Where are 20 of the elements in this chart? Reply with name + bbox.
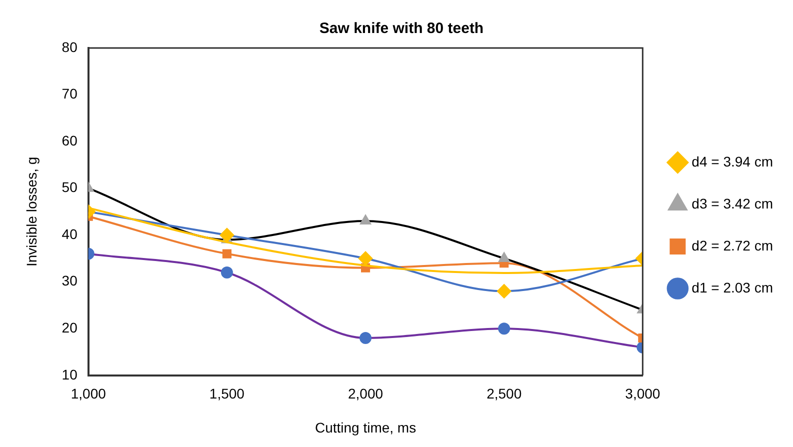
x-tick-label: 1,500 bbox=[209, 386, 245, 402]
legend-label: d1 = 2.03 cm bbox=[692, 279, 773, 296]
y-tick-label: 10 bbox=[62, 366, 78, 382]
y-tick-label: 70 bbox=[62, 86, 78, 102]
y-axis-title: Invisible losses, g bbox=[23, 156, 40, 267]
x-tick-label: 3,000 bbox=[625, 386, 660, 402]
y-tick-label: 30 bbox=[62, 272, 78, 289]
legend-label: d3 = 3.42 cm bbox=[692, 195, 773, 212]
y-tick-label: 40 bbox=[62, 226, 78, 242]
legend-label: d2 = 2.72 cm bbox=[692, 237, 773, 254]
y-tick-label: 60 bbox=[62, 132, 78, 148]
y-tick-label: 50 bbox=[62, 179, 78, 196]
x-tick-label: 1,000 bbox=[70, 386, 106, 402]
chart-title: Saw knife with 80 teeth bbox=[319, 20, 484, 38]
legend-label: d4 = 3.94 cm bbox=[692, 153, 773, 170]
x-tick-label: 2,500 bbox=[486, 386, 522, 402]
x-axis-title: Cutting time, ms bbox=[314, 419, 416, 436]
y-tick-label: 20 bbox=[62, 319, 78, 336]
x-tick-label: 2,000 bbox=[348, 386, 384, 402]
y-tick-label: 80 bbox=[62, 38, 78, 55]
